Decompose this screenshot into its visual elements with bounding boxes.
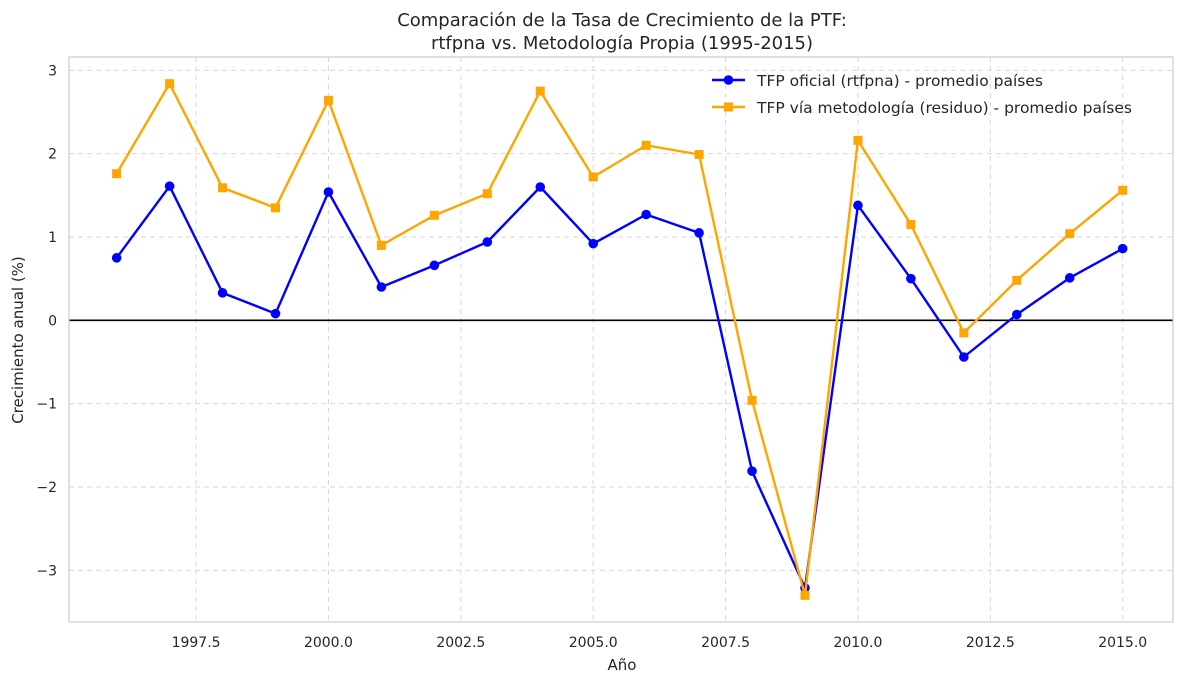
legend: TFP oficial (rtfpna) - promedio países TF… — [712, 72, 1132, 117]
data-point-circle — [853, 200, 863, 211]
legend-label: TFP vía metodología (residuo) - promedio… — [756, 99, 1132, 117]
data-point-square — [535, 86, 545, 96]
x-tick-label: 2005.0 — [569, 635, 618, 651]
data-point-circle — [270, 308, 281, 319]
data-point-circle — [111, 253, 122, 263]
data-point-square — [482, 189, 492, 199]
data-point-square — [694, 150, 704, 159]
data-point-square — [218, 183, 228, 193]
legend-marker-circle — [723, 75, 734, 85]
series-2 — [112, 79, 1128, 600]
plot-frame — [68, 56, 1174, 623]
data-point-square — [376, 240, 386, 250]
legend-label: TFP oficial (rtfpna) - promedio países — [756, 72, 1043, 90]
y-axis-label: Crecimiento anual (%) — [9, 256, 27, 424]
series-group — [111, 79, 1128, 600]
data-point-square — [906, 220, 916, 229]
data-point-circle — [482, 237, 493, 247]
series-1 — [111, 181, 1128, 593]
data-point-square — [747, 395, 757, 405]
data-point-square — [800, 590, 810, 600]
x-tick-label: 1997.5 — [172, 635, 221, 651]
legend-marker-square — [724, 102, 733, 112]
x-tick-label: 2007.5 — [701, 635, 750, 651]
x-axis-label: Año — [608, 656, 637, 674]
y-tick-label: −3 — [36, 563, 57, 579]
tick-labels: 1997.5 2000.0 2002.5 2005.0 2007.5 2010.0 2012… — [36, 63, 1147, 651]
data-point-square — [641, 140, 651, 150]
y-tick-label: 1 — [48, 230, 57, 246]
data-point-square — [959, 328, 969, 338]
data-point-square — [1012, 275, 1022, 285]
data-point-square — [112, 169, 122, 179]
data-point-circle — [164, 181, 175, 191]
data-point-square — [165, 79, 175, 89]
y-tick-label: 0 — [48, 313, 57, 329]
x-tick-label: 2000.0 — [304, 635, 353, 651]
legend-item-2: TFP vía metodología (residuo) - promedio… — [712, 99, 1132, 117]
y-tick-label: 3 — [48, 63, 57, 79]
data-point-circle — [906, 273, 916, 284]
data-point-circle — [1011, 309, 1022, 320]
series-line — [115, 184, 1124, 590]
data-point-square — [1065, 229, 1075, 239]
data-point-circle — [1064, 273, 1075, 283]
data-point-circle — [959, 352, 969, 362]
chart-title: Comparación de la Tasa de Crecimiento de… — [397, 10, 847, 31]
data-point-square — [588, 172, 598, 182]
data-point-circle — [1117, 243, 1128, 254]
data-point-circle — [641, 209, 651, 220]
data-point-circle — [535, 182, 546, 192]
data-point-square — [1118, 185, 1128, 195]
grid — [69, 57, 1173, 622]
chart-subtitle: rtfpna vs. Metodología Propia (1995-2015… — [431, 33, 813, 54]
data-point-circle — [376, 282, 387, 292]
data-point-circle — [217, 288, 228, 298]
data-point-square — [323, 95, 333, 105]
data-point-circle — [323, 187, 334, 197]
data-point-circle — [694, 228, 704, 238]
data-point-circle — [429, 260, 440, 271]
x-tick-label: 2010.0 — [833, 635, 882, 651]
data-point-circle — [588, 238, 599, 249]
y-tick-label: 2 — [48, 147, 57, 163]
series-line — [115, 82, 1124, 597]
legend-item-1: TFP oficial (rtfpna) - promedio países — [712, 72, 1043, 90]
data-point-circle — [747, 466, 757, 476]
data-point-square — [429, 210, 439, 220]
x-tick-label: 2012.5 — [966, 635, 1015, 651]
data-point-square — [853, 135, 863, 145]
y-tick-label: −2 — [36, 480, 57, 496]
x-tick-label: 2002.5 — [436, 635, 485, 651]
x-tick-label: 2015.0 — [1098, 635, 1147, 651]
y-tick-label: −1 — [36, 397, 57, 413]
data-point-square — [271, 203, 281, 213]
